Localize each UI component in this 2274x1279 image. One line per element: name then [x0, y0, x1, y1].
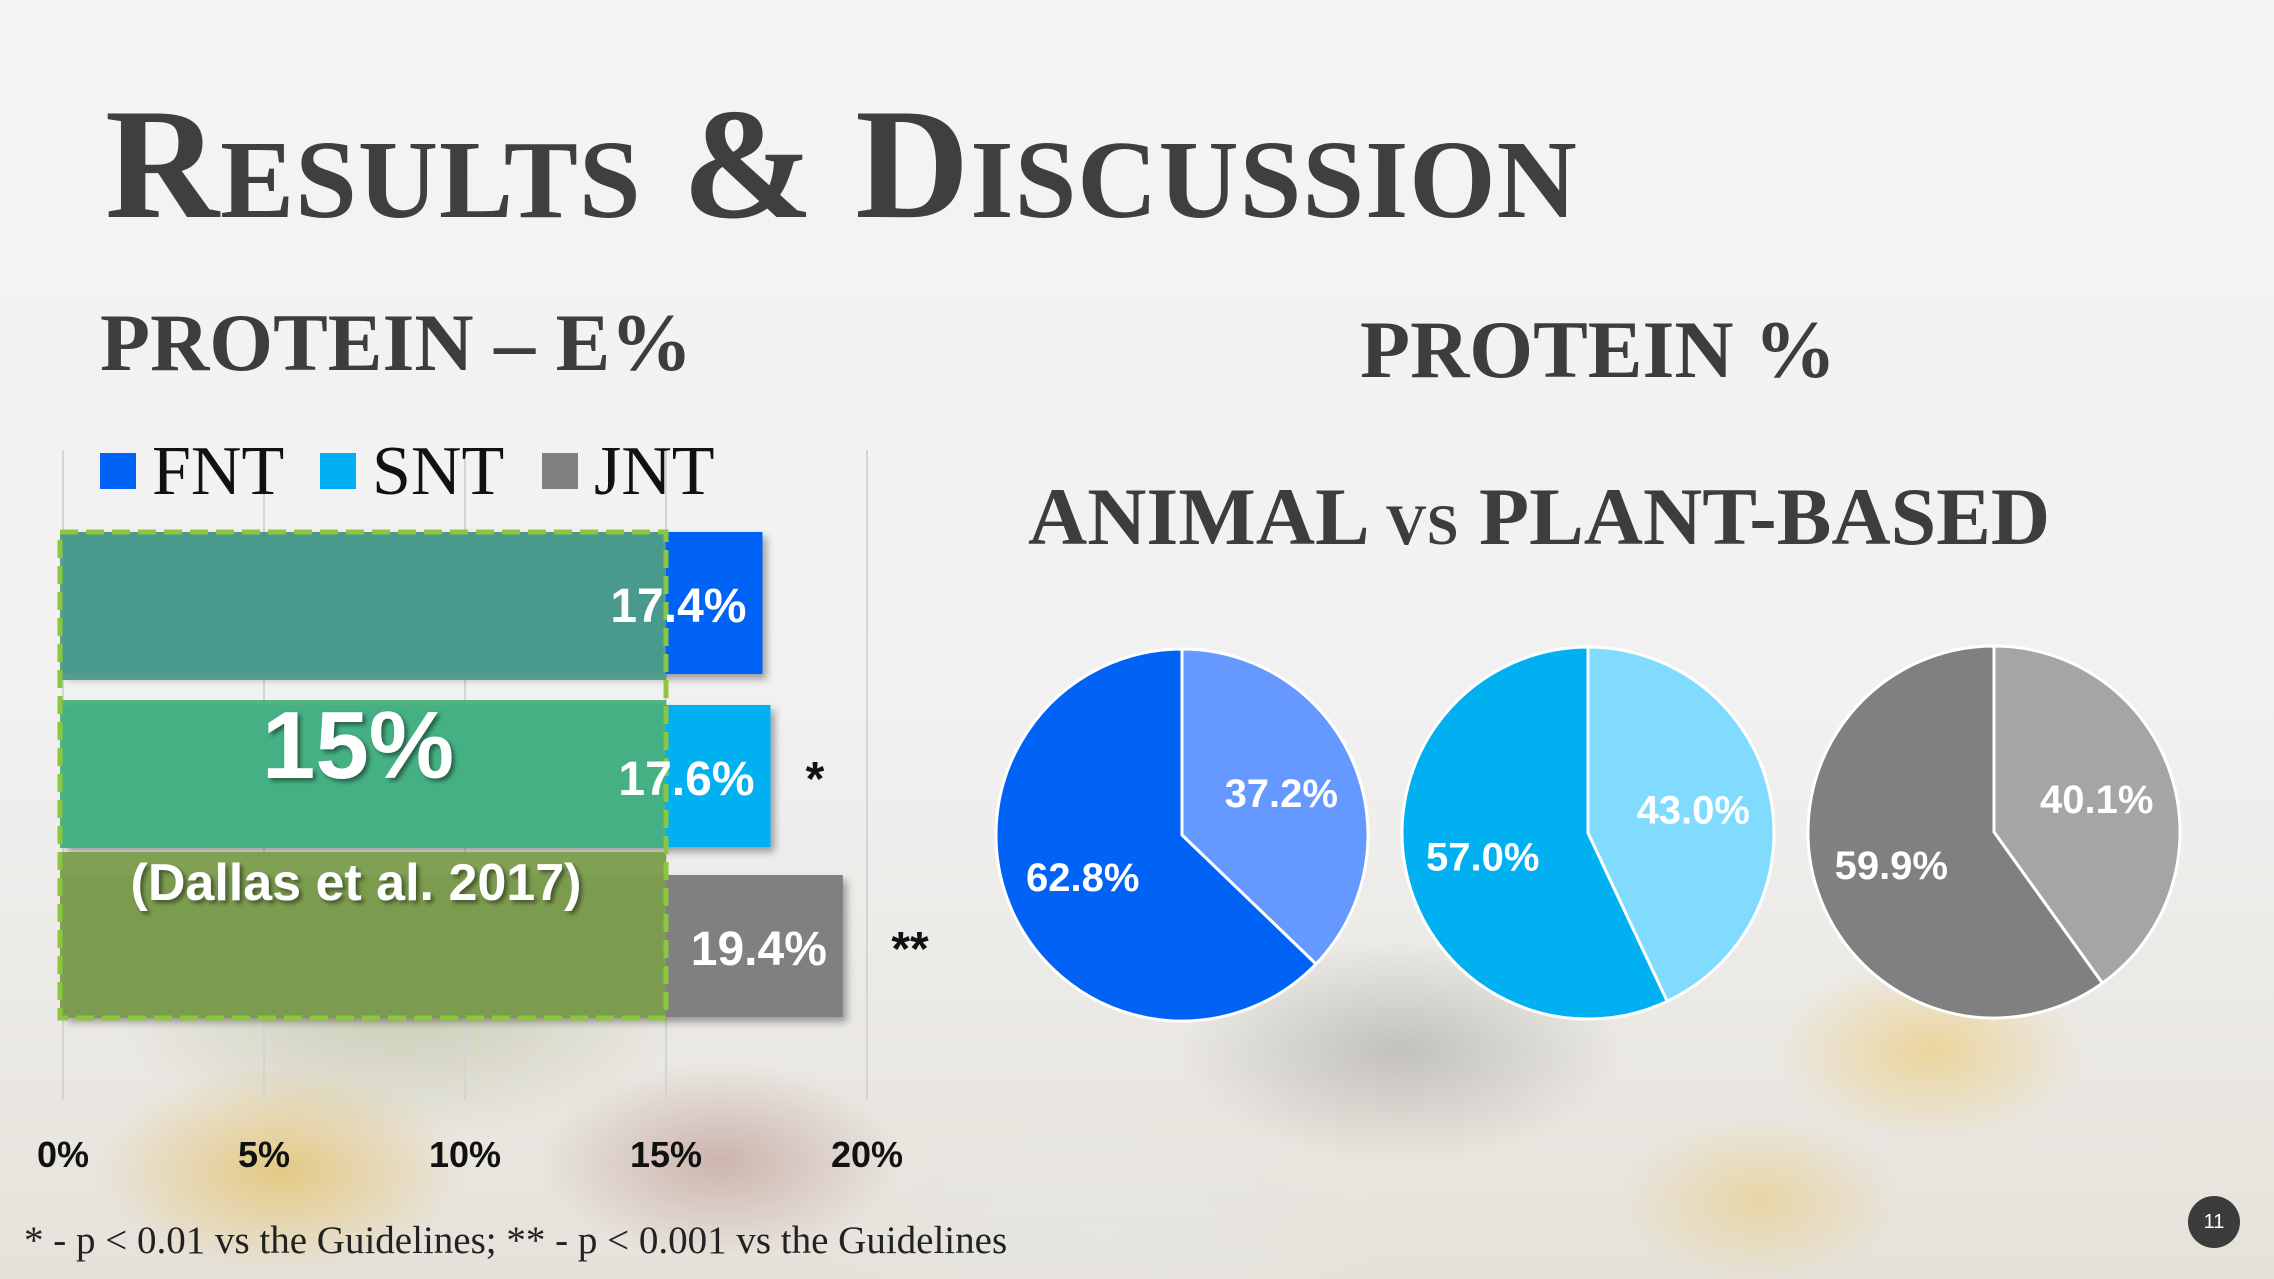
pie-charts: 37.2% 62.8% 43.0% 57.0% 40.1% 59.9% [994, 644, 2182, 1023]
significance-marker: * [806, 753, 825, 806]
x-tick-label: 20% [831, 1134, 903, 1175]
bar-value-label: 17.6% [618, 753, 754, 806]
bar-value-label: 17.4% [610, 580, 746, 633]
reference-band-segment [60, 852, 666, 1018]
reference-band-segment [60, 700, 666, 848]
bar-chart-heading: PROTEIN – E% [100, 297, 693, 388]
pie-slice-label: 43.0% [1637, 788, 1750, 832]
pie-slice-light [1992, 644, 2182, 986]
pie-slice-dark [1400, 645, 1670, 1021]
slide-title: Results & Discussion [105, 77, 1578, 252]
pie-slice-label: 57.0% [1426, 836, 1539, 880]
pie-chart-snt: 43.0% 57.0% [1400, 645, 1776, 1021]
bar-value-label: 19.4% [691, 923, 827, 976]
legend-label-fnt: FNT [152, 433, 284, 510]
x-tick-label: 5% [238, 1134, 290, 1175]
pie-chart-fnt: 37.2% 62.8% [994, 647, 1370, 1023]
pie-slice-dark [1806, 644, 2105, 1020]
page-number-badge: 11 [2188, 1196, 2240, 1248]
pie-slice-label: 62.8% [1026, 856, 1139, 900]
pie-slice-dark [994, 647, 1319, 1023]
pie-slice-label: 59.9% [1835, 844, 1948, 888]
x-tick-label: 15% [630, 1134, 702, 1175]
pie-slice-light [1180, 647, 1370, 967]
reference-band-outline [57, 529, 669, 1021]
legend-swatch-jnt [542, 453, 578, 489]
reference-band-segment [60, 532, 666, 680]
legend-label-jnt: JNT [594, 433, 715, 510]
pie-chart-jnt: 40.1% 59.9% [1806, 644, 2182, 1020]
pie-slice-label: 37.2% [1225, 772, 1338, 816]
footnote: * - p < 0.01 vs the Guidelines; ** - p <… [24, 1219, 1008, 1262]
x-tick-label: 10% [429, 1134, 501, 1175]
reference-band-value: 15% [262, 692, 454, 799]
bar-chart: 0% 5% 10% 15% 20%FNT SNT JNT17.4%17.6%19.4%***… [37, 433, 929, 1175]
pie-chart-subheading: ANIMAL vs PLANT-BASED [1028, 471, 2051, 562]
pie-slice-light [1586, 645, 1776, 1004]
pie-chart-heading: PROTEIN % [1360, 304, 1837, 395]
subheading-animal: ANIMAL [1028, 471, 1366, 562]
reference-band-source: (Dallas et al. 2017) [131, 854, 582, 912]
significance-marker: ** [891, 923, 929, 976]
subheading-plant: PLANT-BASED [1479, 471, 2051, 562]
subheading-vs: vs [1385, 471, 1459, 562]
legend-swatch-snt [320, 453, 356, 489]
pie-slice-label: 40.1% [2040, 778, 2153, 822]
legend-swatch-fnt [100, 453, 136, 489]
x-tick-label: 0% [37, 1134, 89, 1175]
legend-label-snt: SNT [372, 433, 504, 510]
